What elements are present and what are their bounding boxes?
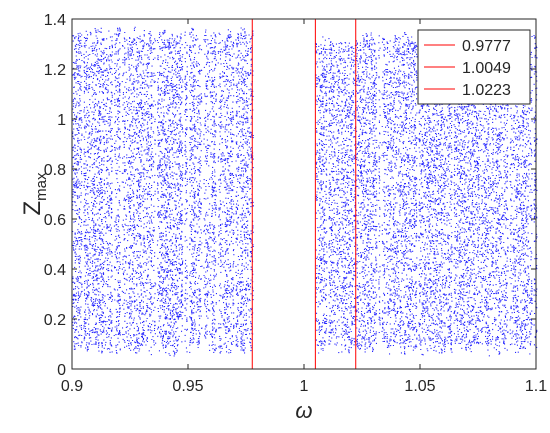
y-tick-label: 1.4 xyxy=(44,12,66,29)
y-tick-labels: 0 0.2 0.4 0.6 0.8 1 1.2 1.4 xyxy=(44,12,66,379)
y-tick-label: 0.6 xyxy=(44,212,66,229)
y-tick-label: 0.8 xyxy=(44,162,66,179)
y-axis-label: Zmax xyxy=(19,172,50,216)
y-tick-label: 0.2 xyxy=(44,312,66,329)
y-tick-label: 0.4 xyxy=(44,262,66,279)
y-axis-label-main: Z xyxy=(19,201,46,216)
legend: 0.9777 1.0049 1.0223 xyxy=(417,29,531,105)
y-tick-label: 0 xyxy=(57,362,66,379)
y-tick-label: 1 xyxy=(57,112,66,129)
legend-label-3: 1.0223 xyxy=(462,82,511,99)
axis-ticks xyxy=(71,18,537,370)
y-tick-label: 1.2 xyxy=(44,62,66,79)
legend-label-2: 1.0049 xyxy=(462,60,511,77)
legend-label-1: 0.9777 xyxy=(462,38,511,55)
x-tick-label: 1.05 xyxy=(404,378,435,395)
x-axis-label: ω xyxy=(295,398,312,423)
y-axis-label-subscript: max xyxy=(33,172,50,201)
x-tick-label: 0.9 xyxy=(61,378,83,395)
x-tick-labels: 0.9 0.95 1 1.05 1.1 xyxy=(61,378,547,395)
x-tick-label: 1 xyxy=(300,378,309,395)
vertical-marker-lines xyxy=(251,19,357,369)
x-tick-label: 1.1 xyxy=(525,378,547,395)
x-tick-label: 0.95 xyxy=(172,378,203,395)
